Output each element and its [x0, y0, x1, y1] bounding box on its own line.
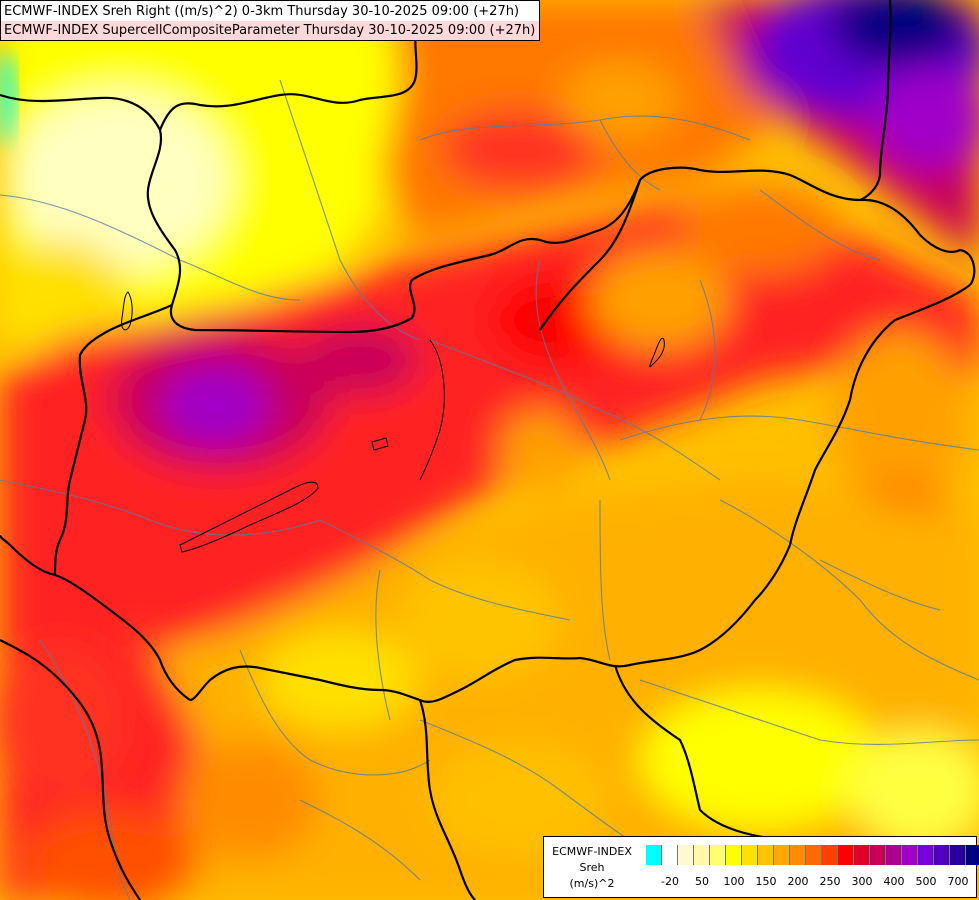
legend-swatch: [966, 845, 979, 865]
legend-swatch: [726, 845, 742, 865]
map-subtitle: ECMWF-INDEX SupercellCompositeParameter …: [1, 21, 540, 40]
legend-tick-label: 250: [819, 875, 841, 888]
legend-tick-label: 150: [755, 875, 777, 888]
lake-neusiedl: [121, 291, 133, 331]
legend-label-parameter: Sreh: [579, 861, 605, 874]
lakes: [121, 291, 665, 553]
map-title-box: ECMWF-INDEX Sreh Right ((m/s)^2) 0-3km T…: [0, 0, 541, 41]
legend-label-model: ECMWF-INDEX: [552, 845, 632, 858]
legend-swatch: [838, 845, 854, 865]
legend-swatch: [918, 845, 934, 865]
legend-tick-label: -20: [661, 875, 679, 888]
legend-swatch: [678, 845, 694, 865]
legend-swatch: [870, 845, 886, 865]
lake-tisza: [649, 337, 665, 368]
lake-balaton: [179, 481, 319, 553]
color-legend: ECMWF-INDEX Sreh (m/s)^2 -20 50 100 150 200 2…: [543, 836, 979, 898]
legend-swatch: [774, 845, 790, 865]
legend-swatch: [694, 845, 710, 865]
legend-tick-label: 50: [695, 875, 709, 888]
legend-swatch: [662, 845, 678, 865]
legend-swatch: [806, 845, 822, 865]
legend-swatch: [854, 845, 870, 865]
legend-swatch: [902, 845, 918, 865]
legend-tick-label: 700: [947, 875, 969, 888]
legend-swatch: [646, 845, 662, 865]
legend-label-unit: (m/s)^2: [569, 877, 615, 890]
legend-tick-label: 500: [915, 875, 937, 888]
legend-swatch: [742, 845, 758, 865]
legend-tick-label: 300: [851, 875, 873, 888]
legend-swatch: [822, 845, 838, 865]
map-title: ECMWF-INDEX Sreh Right ((m/s)^2) 0-3km T…: [4, 4, 520, 19]
legend-swatch: [790, 845, 806, 865]
legend-swatch: [710, 845, 726, 865]
legend-swatches: [646, 845, 979, 865]
legend-swatch: [950, 845, 966, 865]
legend-tick-label: 100: [723, 875, 745, 888]
legend-swatch: [758, 845, 774, 865]
legend-tick-label: 200: [787, 875, 809, 888]
legend-tick-label: 400: [883, 875, 905, 888]
lake-danube-arm: [419, 339, 445, 481]
lake-small: [371, 437, 389, 451]
legend-swatch: [886, 845, 902, 865]
legend-swatch: [934, 845, 950, 865]
